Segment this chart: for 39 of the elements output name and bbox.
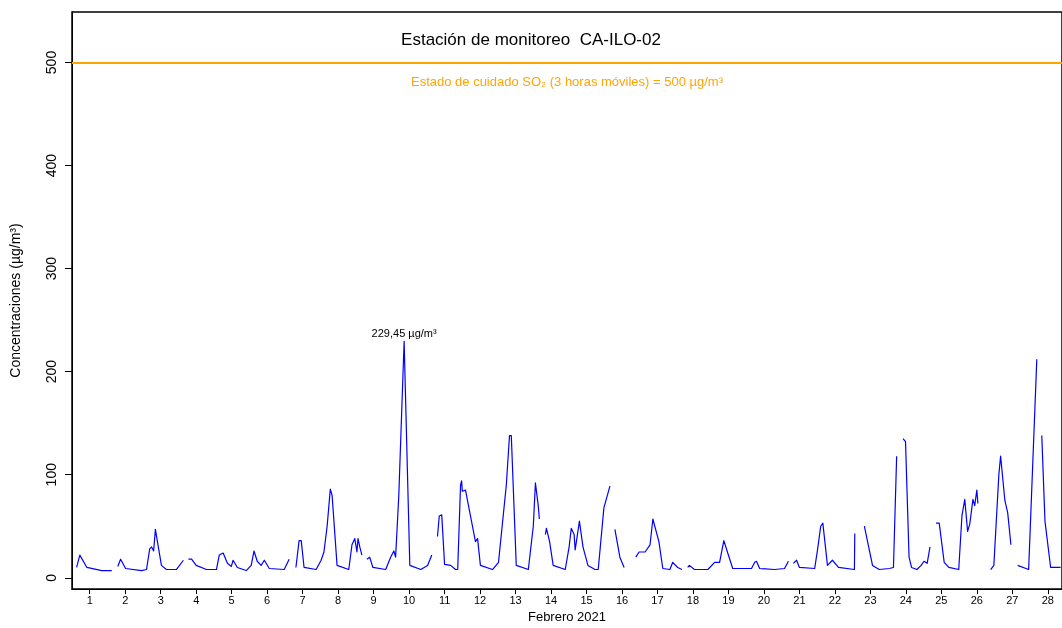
y-tick-label: 400 bbox=[43, 153, 59, 178]
y-axis-title: Concentraciones (µg/m³) bbox=[7, 223, 23, 378]
x-tick-label: 10 bbox=[402, 593, 416, 606]
text: Estación de monitoreo CA-ILO-02 bbox=[401, 30, 661, 49]
ref-line-label: Estado de cuidado SO₂ (3 horas móviles) = 500 µg/m³ bbox=[410, 74, 724, 90]
x-tick-label: 9 bbox=[370, 593, 377, 606]
x-tick-label: 21 bbox=[793, 593, 806, 606]
x-axis-title: Febrero 2021 bbox=[527, 609, 607, 624]
x-tick-label: 27 bbox=[1006, 593, 1019, 606]
x-tick-label: 18 bbox=[686, 593, 700, 606]
y-tick-label: 200 bbox=[43, 359, 59, 384]
y-tick-label: 0 bbox=[43, 573, 59, 582]
y-tick-label: 300 bbox=[43, 256, 59, 281]
x-tick-label: 7 bbox=[299, 593, 306, 606]
x-tick-label: 15 bbox=[580, 593, 593, 606]
x-tick-label: 19 bbox=[722, 593, 735, 606]
x-tick-label: 22 bbox=[828, 593, 842, 606]
annotation: 229,45 µg/m³ bbox=[371, 326, 437, 339]
x-tick-label: 25 bbox=[935, 593, 948, 606]
x-tick-label: 24 bbox=[899, 593, 912, 606]
x-tick-label: 6 bbox=[264, 593, 271, 606]
x-tick-label: 28 bbox=[1041, 593, 1054, 606]
x-tick-label: 1 bbox=[86, 593, 93, 606]
x-tick-label: 20 bbox=[757, 593, 771, 606]
x-tick-label: 11 bbox=[438, 593, 451, 606]
x-tick-label: 16 bbox=[615, 593, 629, 606]
x-tick-label: 26 bbox=[970, 593, 983, 606]
x-tick-label: 12 bbox=[473, 593, 487, 606]
x-tick-label: 13 bbox=[509, 593, 522, 606]
x-tick-label: 4 bbox=[193, 593, 200, 606]
y-tick-label: 100 bbox=[43, 462, 59, 487]
x-tick-label: 23 bbox=[864, 593, 877, 606]
x-tick-label: 2 bbox=[122, 593, 129, 606]
y-tick-label: 500 bbox=[43, 50, 59, 75]
x-tick-label: 5 bbox=[228, 593, 235, 606]
x-tick-label: 3 bbox=[157, 593, 164, 606]
x-tick-label: 8 bbox=[335, 593, 342, 606]
x-tick-label: 17 bbox=[651, 593, 664, 606]
x-tick-label: 14 bbox=[544, 593, 558, 606]
